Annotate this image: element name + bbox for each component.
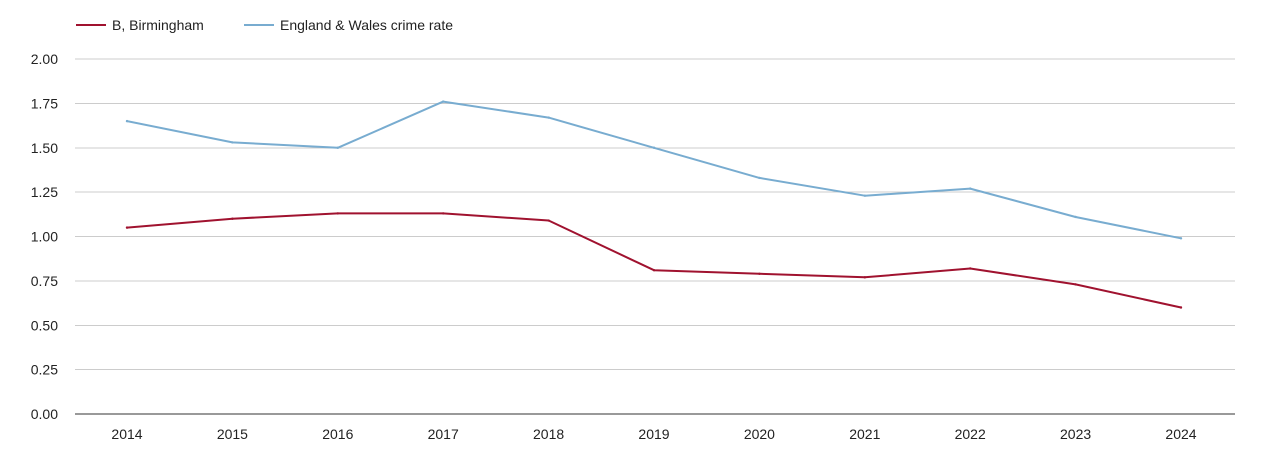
data-point	[863, 194, 866, 197]
legend-label: England & Wales crime rate	[280, 17, 453, 33]
x-tick-label: 2019	[638, 426, 669, 442]
data-point	[231, 217, 234, 220]
data-point	[442, 212, 445, 215]
data-point	[231, 141, 234, 144]
data-point	[1179, 237, 1183, 240]
x-tick-label: 2016	[322, 426, 353, 442]
data-point	[547, 116, 550, 119]
data-point	[442, 100, 445, 103]
data-point	[125, 119, 129, 123]
series-line-1	[126, 100, 1182, 240]
legend-label: B, Birmingham	[112, 17, 204, 33]
data-point	[969, 187, 972, 190]
y-axis: 0.00 0.25 0.50 0.75 1.00 1.25 1.50 1.75 2.00	[31, 51, 58, 422]
series-lines	[125, 100, 1183, 309]
x-tick-label: 2021	[849, 426, 880, 442]
data-point	[758, 272, 761, 275]
y-tick-label: 0.25	[31, 362, 58, 378]
y-tick-label: 1.25	[31, 184, 58, 200]
data-point	[1074, 283, 1077, 286]
y-tick-label: 1.50	[31, 140, 58, 156]
data-point	[336, 212, 339, 215]
data-point	[652, 269, 656, 272]
legend: B, Birmingham England & Wales crime rate	[76, 17, 453, 33]
x-tick-label: 2015	[217, 426, 248, 442]
data-point	[1074, 215, 1077, 219]
data-point	[863, 276, 866, 279]
data-point	[969, 267, 972, 270]
data-point	[336, 146, 339, 149]
x-tick-label: 2020	[744, 426, 775, 442]
data-point	[652, 146, 656, 149]
y-tick-label: 0.75	[31, 273, 58, 289]
series-line-0	[126, 212, 1182, 309]
x-tick-label: 2022	[955, 426, 986, 442]
gridlines	[75, 58, 1235, 415]
data-point	[758, 176, 761, 180]
x-tick-label: 2018	[533, 426, 564, 442]
y-tick-label: 2.00	[31, 51, 58, 67]
y-tick-label: 0.50	[31, 317, 58, 333]
x-tick-label: 2017	[428, 426, 459, 442]
y-tick-label: 0.00	[31, 406, 58, 422]
x-tick-label: 2023	[1060, 426, 1091, 442]
x-axis: 2014 2015 2016 2017 2018 2019 2020 2021 2022 2023…	[111, 426, 1196, 442]
y-tick-label: 1.75	[31, 95, 58, 111]
x-tick-label: 2014	[111, 426, 142, 442]
data-point	[125, 226, 129, 229]
data-point	[1179, 306, 1183, 309]
data-point	[547, 219, 550, 222]
x-tick-label: 2024	[1165, 426, 1196, 442]
y-tick-label: 1.00	[31, 229, 58, 245]
